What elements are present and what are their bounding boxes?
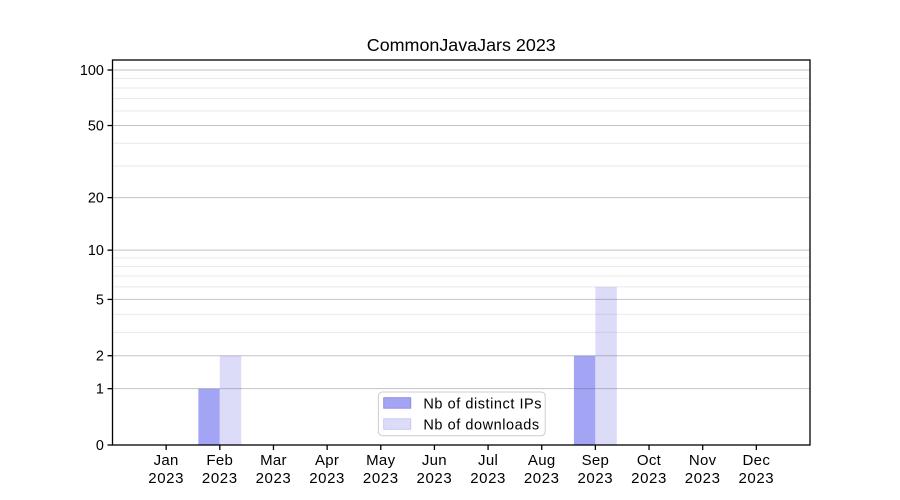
svg-text:Jan: Jan (154, 452, 179, 469)
svg-text:Feb: Feb (206, 452, 233, 469)
svg-text:5: 5 (96, 292, 104, 308)
svg-text:2023: 2023 (417, 470, 453, 487)
svg-text:20: 20 (88, 191, 104, 207)
svg-text:2023: 2023 (470, 470, 506, 487)
svg-text:Oct: Oct (637, 452, 662, 469)
svg-text:2: 2 (96, 349, 104, 365)
svg-text:2023: 2023 (524, 470, 560, 487)
svg-text:1: 1 (96, 382, 104, 398)
svg-text:10: 10 (88, 243, 104, 259)
svg-text:50: 50 (88, 118, 104, 134)
svg-text:100: 100 (80, 63, 104, 79)
svg-text:2023: 2023 (738, 470, 774, 487)
svg-text:Nb of downloads: Nb of downloads (423, 418, 539, 434)
svg-text:2023: 2023 (363, 470, 399, 487)
svg-text:Jun: Jun (422, 452, 447, 469)
svg-text:2023: 2023 (148, 470, 184, 487)
svg-text:2023: 2023 (685, 470, 721, 487)
svg-text:2023: 2023 (631, 470, 667, 487)
svg-text:Nb of distinct IPs: Nb of distinct IPs (423, 396, 542, 412)
svg-text:2023: 2023 (577, 470, 613, 487)
svg-text:Dec: Dec (743, 452, 771, 469)
svg-text:Nov: Nov (689, 452, 717, 469)
svg-text:2023: 2023 (309, 470, 345, 487)
svg-text:0: 0 (96, 438, 104, 454)
svg-text:Mar: Mar (260, 452, 287, 469)
svg-text:Aug: Aug (528, 452, 556, 469)
svg-text:Jul: Jul (478, 452, 498, 469)
svg-text:Apr: Apr (315, 452, 339, 469)
svg-text:May: May (366, 452, 395, 469)
svg-text:Sep: Sep (582, 452, 610, 469)
svg-text:2023: 2023 (202, 470, 238, 487)
svg-text:2023: 2023 (256, 470, 292, 487)
svg-text:CommonJavaJars 2023: CommonJavaJars 2023 (367, 35, 556, 55)
